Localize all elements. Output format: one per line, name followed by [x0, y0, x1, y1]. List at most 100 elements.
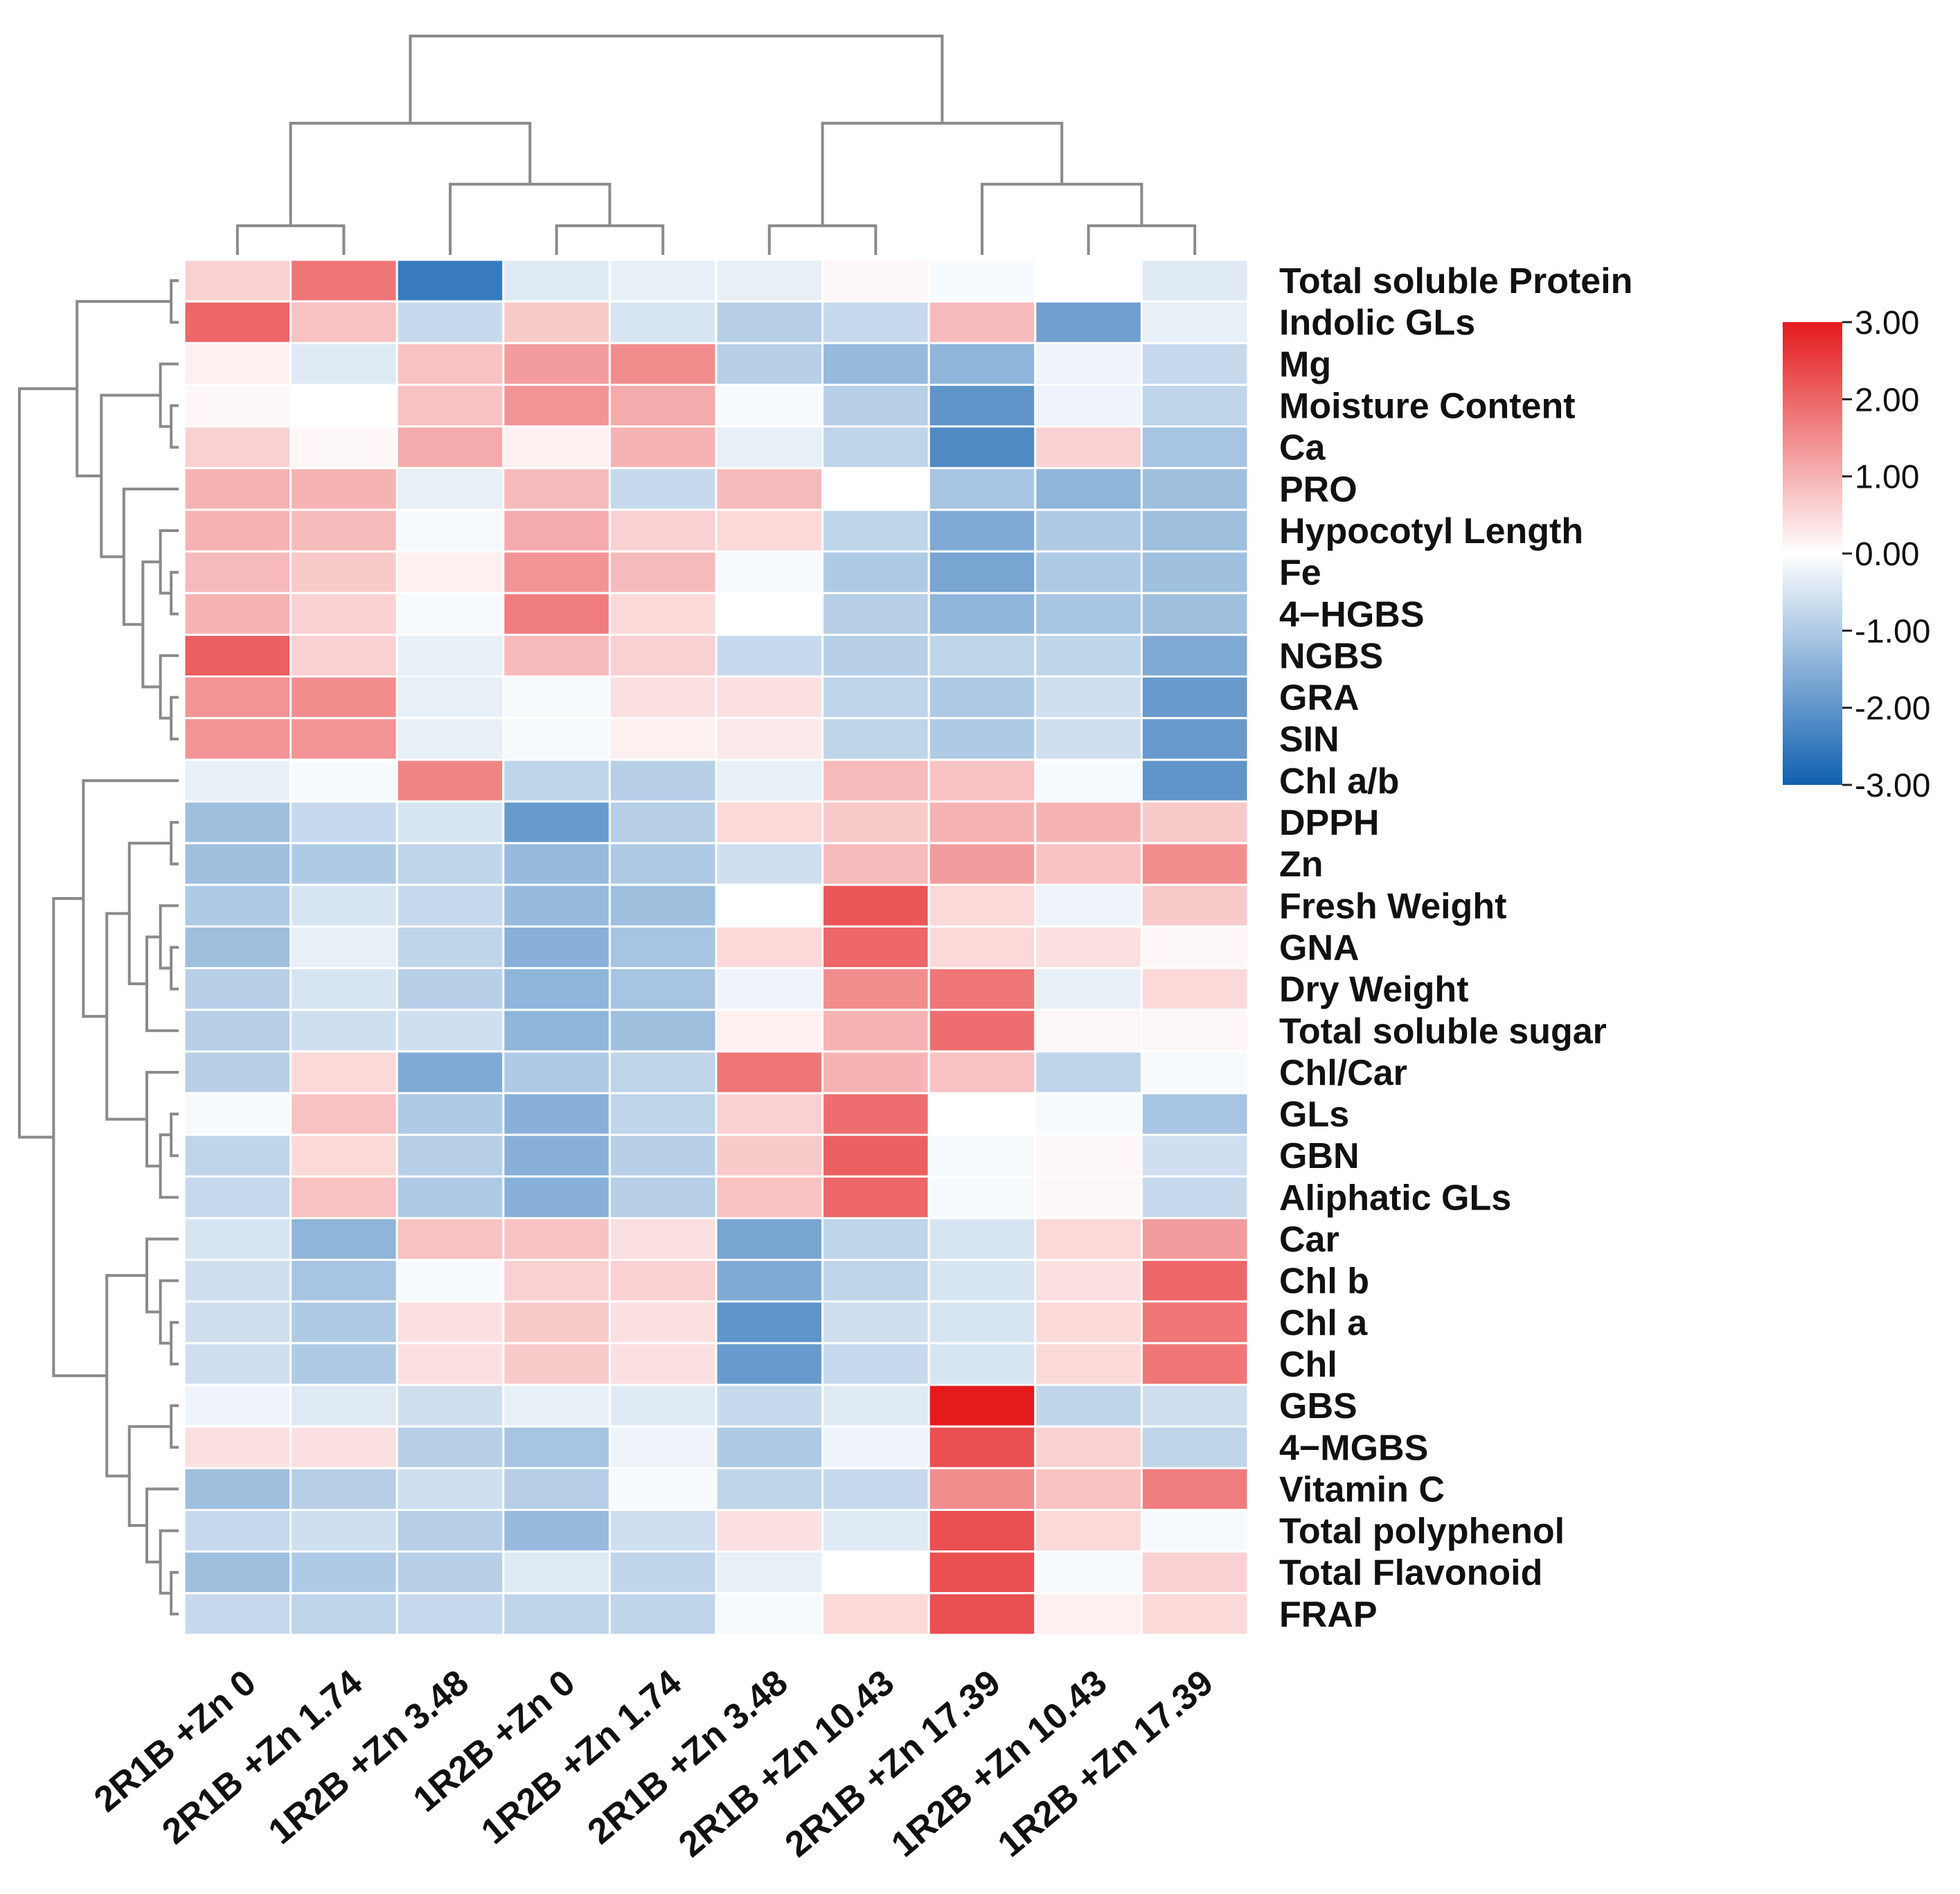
heatmap-cell — [395, 258, 505, 303]
heatmap-cell — [715, 1092, 824, 1136]
heatmap-cell — [502, 1300, 611, 1345]
heatmap-cell — [395, 508, 505, 553]
heatmap-cell — [821, 1216, 930, 1262]
heatmap-cell — [821, 1009, 930, 1053]
heatmap-cell — [927, 508, 1037, 553]
column-dendrogram-branch — [449, 182, 612, 255]
heatmap-cell — [1140, 759, 1249, 803]
heatmap-cell — [395, 1092, 505, 1136]
heatmap-cell — [395, 925, 505, 970]
row-label-chl-b: Chl b — [1279, 1262, 1369, 1302]
heatmap-cell — [927, 383, 1037, 428]
heatmap-cell — [927, 1342, 1037, 1386]
heatmap-cell — [502, 967, 611, 1011]
heatmap-cell — [1034, 1383, 1143, 1428]
heatmap-cell — [183, 550, 292, 594]
color-scale-tick-label: -3.00 — [1855, 768, 1930, 804]
heatmap-cell — [1140, 1425, 1249, 1469]
heatmap-cell — [183, 1216, 292, 1262]
row-dendrogram-branch — [75, 300, 172, 478]
heatmap-cell — [395, 967, 505, 1011]
heatmap-cell — [289, 1009, 398, 1053]
heatmap-cell — [1034, 717, 1143, 761]
heatmap-cell — [395, 1509, 505, 1553]
heatmap-cell — [395, 467, 505, 511]
row-dendrogram-branch — [145, 1070, 179, 1168]
heatmap-cell — [183, 383, 292, 428]
heatmap-cell — [1034, 1425, 1143, 1469]
heatmap-cell — [715, 592, 824, 636]
heatmap-cell — [927, 717, 1037, 761]
heatmap-cell — [821, 592, 930, 636]
heatmap-cell — [715, 1467, 824, 1512]
row-label-moisture-content: Moisture Content — [1279, 387, 1576, 427]
row-dendrogram-branch — [100, 393, 161, 558]
row-dendrogram-branch — [159, 1529, 179, 1595]
heatmap-cell — [395, 1467, 505, 1512]
heatmap-cell — [1140, 800, 1249, 844]
heatmap-cell — [1140, 717, 1249, 761]
row-label-dry-weight: Dry Weight — [1279, 970, 1469, 1010]
heatmap-cell — [289, 592, 398, 636]
heatmap-cell — [502, 550, 611, 594]
heatmap-cell — [289, 1050, 398, 1095]
heatmap-cell — [183, 1467, 292, 1512]
heatmap-cell — [502, 759, 611, 803]
row-label-chl-car: Chl/Car — [1279, 1053, 1407, 1093]
heatmap-cell — [608, 675, 718, 720]
heatmap-cell — [1140, 1467, 1249, 1512]
heatmap-cell — [927, 925, 1037, 970]
heatmap-cell — [1034, 425, 1143, 470]
heatmap-cell — [183, 925, 292, 970]
heatmap-cell — [1140, 1092, 1249, 1136]
heatmap-cell — [927, 800, 1037, 844]
heatmap-cell — [1140, 1133, 1249, 1178]
heatmap-cell — [1034, 759, 1143, 803]
heatmap-cell — [927, 842, 1037, 886]
heatmap-cell — [395, 1009, 505, 1053]
heatmap-cell — [502, 717, 611, 761]
heatmap-cell — [821, 1342, 930, 1386]
heatmap-cell — [1034, 383, 1143, 428]
row-label-fresh-weight: Fresh Weight — [1279, 886, 1506, 926]
row-label-frap: FRAP — [1279, 1595, 1378, 1635]
row-label-car: Car — [1279, 1220, 1339, 1260]
heatmap-cell — [1140, 508, 1249, 553]
heatmap-cell — [1034, 1092, 1143, 1136]
heatmap-cell — [289, 925, 398, 970]
heatmap-cell — [1034, 883, 1143, 928]
heatmap-cell — [715, 1009, 824, 1053]
row-label-gra: GRA — [1279, 678, 1360, 718]
heatmap-cell — [715, 1216, 824, 1262]
heatmap-cell — [183, 1092, 292, 1136]
heatmap-cell — [183, 842, 292, 886]
heatmap-cell — [502, 425, 611, 470]
heatmap-cell — [289, 1425, 398, 1469]
heatmap-cell — [927, 675, 1037, 720]
heatmap-cell — [821, 1259, 930, 1303]
heatmap-cell — [502, 383, 611, 428]
heatmap-cell — [502, 1050, 611, 1095]
heatmap-cell — [183, 883, 292, 928]
heatmap-cell — [183, 342, 292, 386]
heatmap-cell — [1034, 1216, 1143, 1262]
heatmap-cell — [608, 1216, 718, 1262]
heatmap-cell — [608, 592, 718, 636]
heatmap-cell — [1034, 1133, 1143, 1178]
column-dendrogram-branch — [981, 182, 1143, 255]
heatmap-cell — [927, 1467, 1037, 1512]
heatmap-cell — [927, 1133, 1037, 1178]
heatmap-cell — [1034, 1509, 1143, 1553]
row-dendrogram-branch — [170, 946, 179, 991]
heatmap-cell — [395, 800, 505, 844]
heatmap-cell — [502, 1592, 611, 1636]
heatmap-cell — [183, 1383, 292, 1428]
heatmap-cell — [183, 967, 292, 1011]
row-dendrogram-branch — [159, 362, 179, 428]
heatmap-cell — [715, 883, 824, 928]
heatmap-cell — [183, 1425, 292, 1469]
heatmap-cell — [821, 1300, 930, 1345]
heatmap-cell — [927, 300, 1037, 344]
heatmap-cell — [1140, 467, 1249, 511]
